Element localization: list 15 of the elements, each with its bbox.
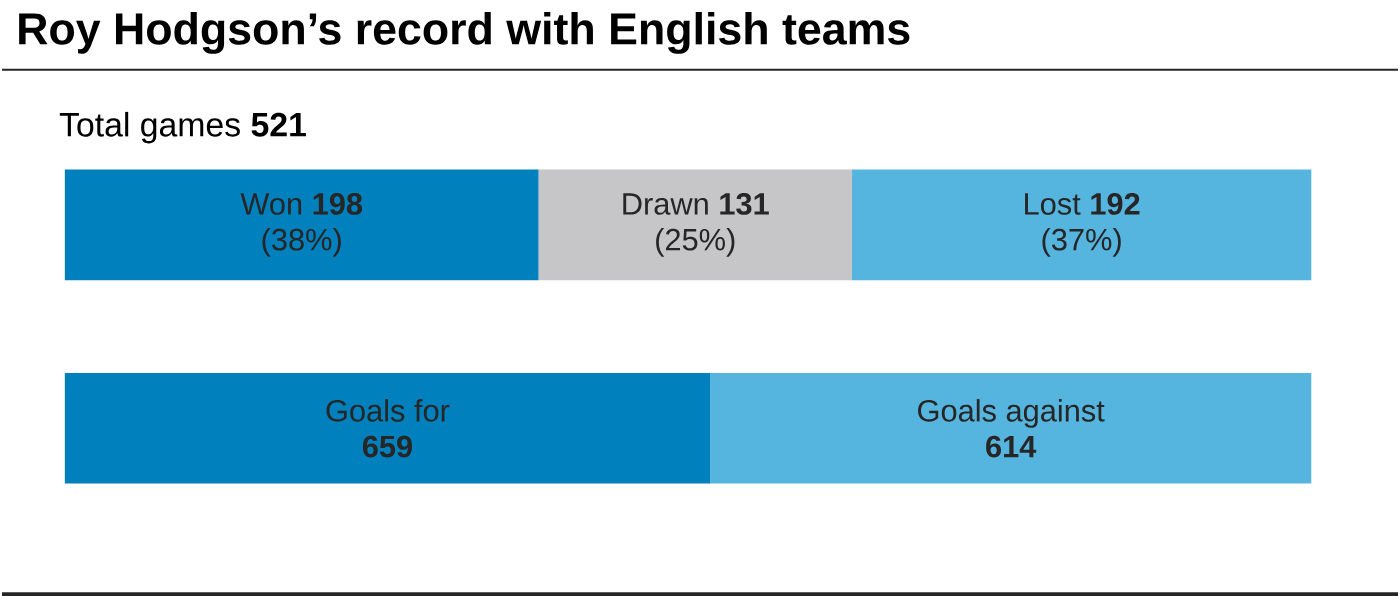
- data-label: 659: [362, 435, 412, 458]
- data-label: 192: [1091, 192, 1140, 215]
- series-label: Goals against: [918, 398, 1105, 428]
- data-label: 198: [313, 192, 363, 215]
- chart-title: Roy Hodgson’s record with English teams: [19, 11, 910, 54]
- annotation: (25%): [656, 227, 735, 257]
- chart-subtitle: Total games 521: [59, 111, 306, 144]
- series-label: Won: [240, 193, 302, 215]
- annotation: (37%): [1042, 227, 1121, 257]
- series-label: Goals for: [326, 398, 450, 422]
- data-label: 614: [986, 435, 1037, 458]
- series-label: Lost: [1025, 193, 1081, 215]
- data-label: 131: [720, 192, 769, 215]
- series-label: Drawn: [623, 193, 708, 215]
- annotation: (38%): [262, 227, 341, 257]
